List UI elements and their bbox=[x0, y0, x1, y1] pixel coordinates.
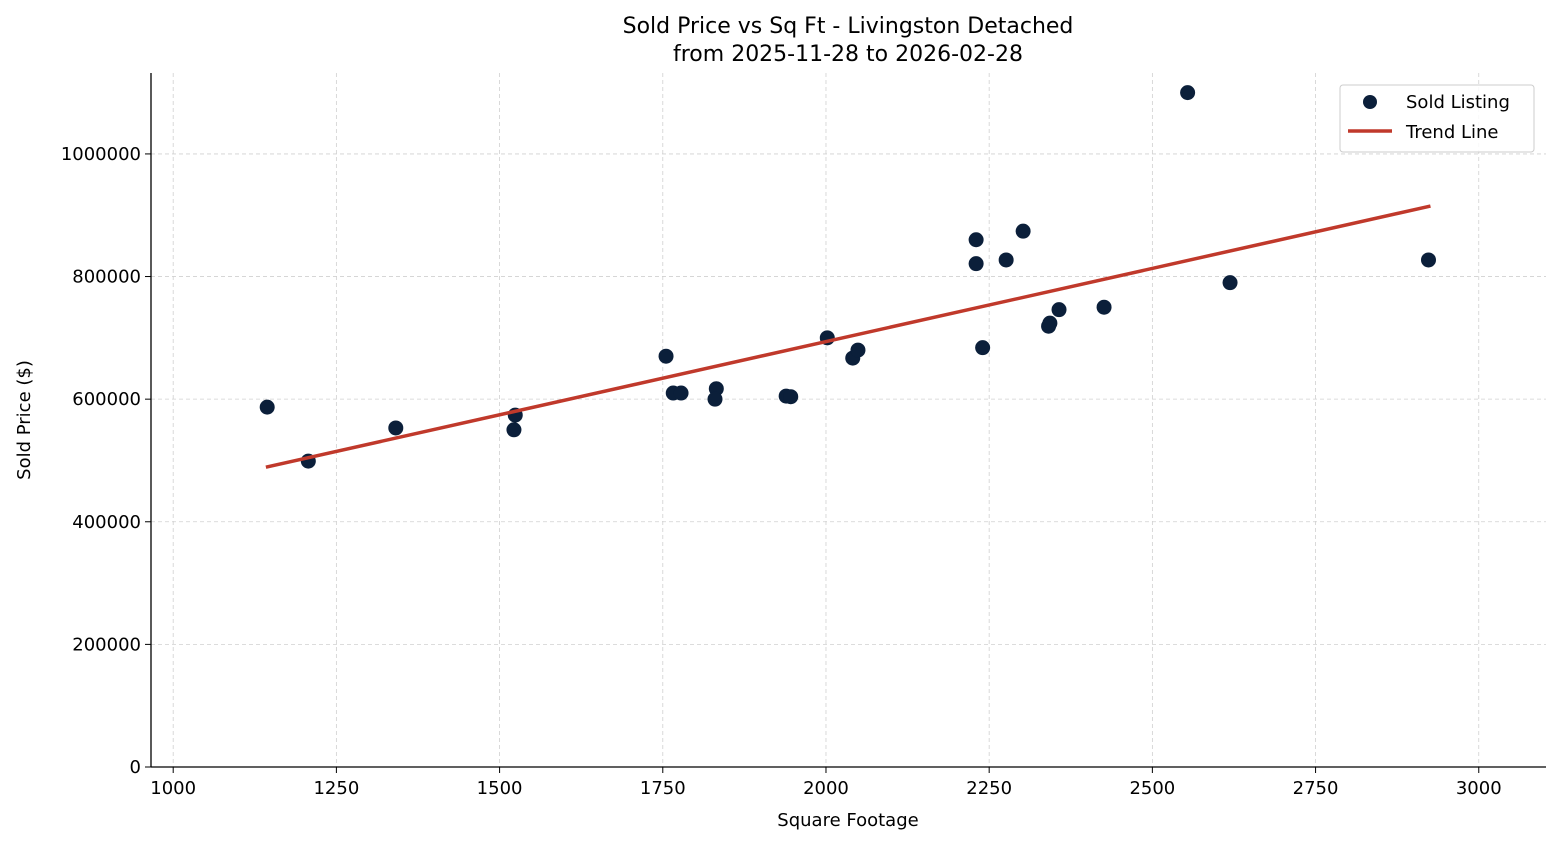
data-point-sold-listing bbox=[707, 391, 723, 407]
x-tick-label: 1500 bbox=[477, 778, 523, 799]
data-point-sold-listing bbox=[658, 348, 674, 364]
data-point-sold-listing bbox=[1042, 315, 1058, 331]
y-tick-label: 1000000 bbox=[61, 144, 141, 165]
y-tick-label: 200000 bbox=[72, 634, 141, 655]
trend-line bbox=[265, 204, 1431, 469]
y-axis-label: Sold Price ($) bbox=[14, 360, 35, 480]
data-point-sold-listing bbox=[506, 422, 522, 438]
data-point-sold-listing bbox=[1096, 299, 1112, 315]
data-point-sold-listing bbox=[1051, 302, 1067, 318]
x-tick-label: 2500 bbox=[1129, 778, 1175, 799]
x-tick-label: 1250 bbox=[313, 778, 359, 799]
data-point-sold-listing bbox=[968, 232, 984, 248]
grid bbox=[151, 73, 1546, 768]
legend-label-sold-listing: Sold Listing bbox=[1406, 92, 1510, 113]
data-point-sold-listing bbox=[1420, 252, 1436, 268]
data-point-sold-listing bbox=[1222, 275, 1238, 291]
data-point-sold-listing bbox=[975, 340, 991, 356]
x-tick-label: 1000 bbox=[150, 778, 196, 799]
data-point-sold-listing bbox=[388, 420, 404, 436]
data-point-sold-listing bbox=[673, 385, 689, 401]
y-tick-label: 600000 bbox=[72, 389, 141, 410]
y-tick-label: 0 bbox=[130, 757, 141, 778]
x-tick-label: 1750 bbox=[640, 778, 686, 799]
x-tick-label: 2750 bbox=[1293, 778, 1339, 799]
data-point-sold-listing bbox=[968, 256, 984, 272]
data-point-sold-listing bbox=[1015, 223, 1031, 239]
x-tick-label: 2000 bbox=[803, 778, 849, 799]
plot-marks bbox=[259, 85, 1436, 469]
legend-box bbox=[1339, 84, 1535, 153]
legend-label-trend-line: Trend Line bbox=[1405, 122, 1499, 143]
chart-title: Sold Price vs Sq Ft - Livingston Detache… bbox=[623, 14, 1074, 39]
x-axis-label: Square Footage bbox=[777, 810, 918, 831]
axis-ticks: 1000 1250 1500 1750 2000 2250 2500 2750 3000 0 200… bbox=[61, 144, 1502, 799]
data-point-sold-listing bbox=[259, 399, 275, 415]
chart-subtitle: from 2025-11-28 to 2026-02-28 bbox=[673, 42, 1023, 67]
data-point-sold-listing bbox=[783, 389, 799, 405]
data-point-sold-listing bbox=[850, 342, 866, 358]
x-tick-label: 2250 bbox=[966, 778, 1012, 799]
legend-marker-sold-listing bbox=[1363, 95, 1377, 109]
y-tick-label: 400000 bbox=[72, 512, 141, 533]
data-point-sold-listing bbox=[1180, 85, 1196, 101]
legend: Sold Listing Trend Line bbox=[1339, 84, 1535, 153]
y-tick-label: 800000 bbox=[72, 267, 141, 288]
x-tick-label: 3000 bbox=[1456, 778, 1502, 799]
data-point-sold-listing bbox=[998, 252, 1014, 268]
